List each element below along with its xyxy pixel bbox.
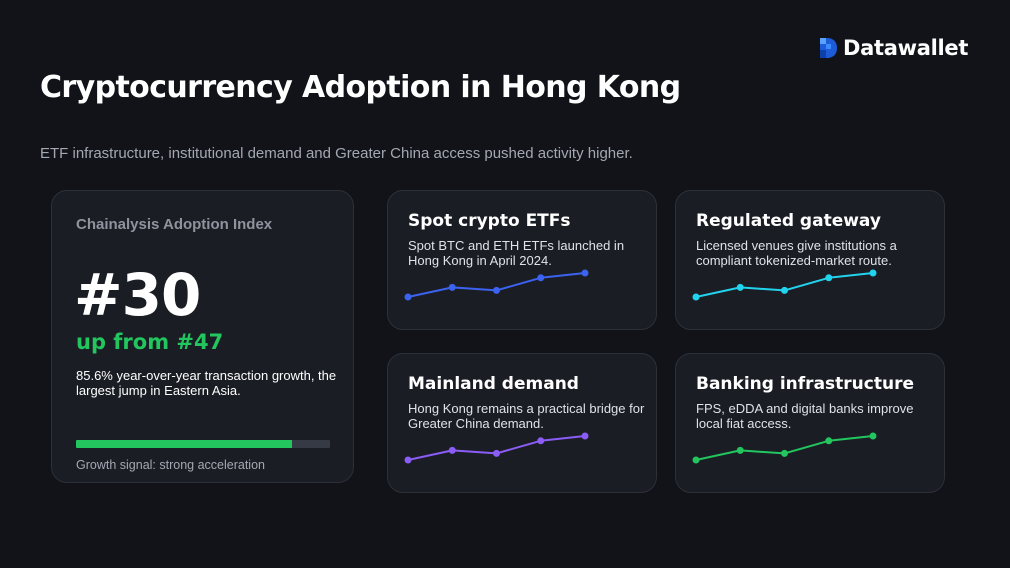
- feature-card-mainland-demand: Mainland demand Hong Kong remains a prac…: [387, 353, 657, 493]
- sparkline-point: [581, 269, 589, 277]
- growth-progress-fill: [76, 440, 292, 448]
- sparkline-point: [404, 456, 412, 464]
- feature-card-banking-infrastructure: Banking infrastructure FPS, eDDA and dig…: [675, 353, 945, 493]
- sparkline-point: [736, 446, 744, 454]
- sparkline-point: [825, 437, 833, 445]
- feature-title: Mainland demand: [408, 374, 579, 394]
- trend-sparkline: [692, 432, 877, 464]
- sparkline-point: [869, 432, 877, 440]
- trend-sparkline: [404, 432, 589, 464]
- feature-card-regulated-gateway: Regulated gateway Licensed venues give i…: [675, 190, 945, 330]
- feature-title: Regulated gateway: [696, 211, 881, 231]
- sparkline-point: [493, 449, 500, 457]
- sparkline-point: [781, 449, 788, 457]
- growth-description: 85.6% year-over-year transaction growth,…: [76, 368, 337, 398]
- sparkline-point: [581, 432, 589, 440]
- sparkline-point: [825, 274, 833, 282]
- sparkline-point: [448, 446, 456, 454]
- feature-title: Spot crypto ETFs: [408, 211, 571, 231]
- sparkline-point: [404, 293, 412, 301]
- feature-card-spot-etfs: Spot crypto ETFs Spot BTC and ETH ETFs l…: [387, 190, 657, 330]
- feature-description: Spot BTC and ETH ETFs launched in Hong K…: [408, 238, 625, 268]
- index-label: Chainalysis Adoption Index: [76, 216, 273, 233]
- sparkline-point: [493, 286, 500, 294]
- sparkline-point: [537, 274, 545, 282]
- adoption-index-card: Chainalysis Adoption Index #30 up from #…: [51, 190, 354, 483]
- sparkline-point: [869, 269, 877, 277]
- sparkline-point: [692, 456, 700, 464]
- growth-signal: Growth signal: strong acceleration: [76, 458, 265, 472]
- growth-progress-bar: [76, 440, 330, 448]
- datawallet-logo-icon: [820, 38, 837, 58]
- sparkline-point: [692, 293, 700, 301]
- rank-change: up from #47: [76, 330, 224, 354]
- feature-description: Hong Kong remains a practical bridge for…: [408, 401, 645, 431]
- sparkline-point: [781, 286, 788, 294]
- sparkline-point: [736, 283, 744, 291]
- feature-title: Banking infrastructure: [696, 374, 914, 394]
- sparkline-point: [537, 437, 545, 445]
- feature-description: FPS, eDDA and digital banks improve loca…: [696, 401, 914, 431]
- page-subtitle: ETF infrastructure, institutional demand…: [40, 145, 633, 162]
- trend-sparkline: [692, 269, 877, 301]
- brand-logo: Datawallet: [818, 36, 968, 60]
- trend-sparkline: [404, 269, 589, 301]
- feature-description: Licensed venues give institutions a comp…: [696, 238, 897, 268]
- sparkline-point: [448, 283, 456, 291]
- page-title: Cryptocurrency Adoption in Hong Kong: [40, 70, 681, 105]
- brand-name: Datawallet: [843, 36, 969, 60]
- index-rank: #30: [74, 261, 201, 329]
